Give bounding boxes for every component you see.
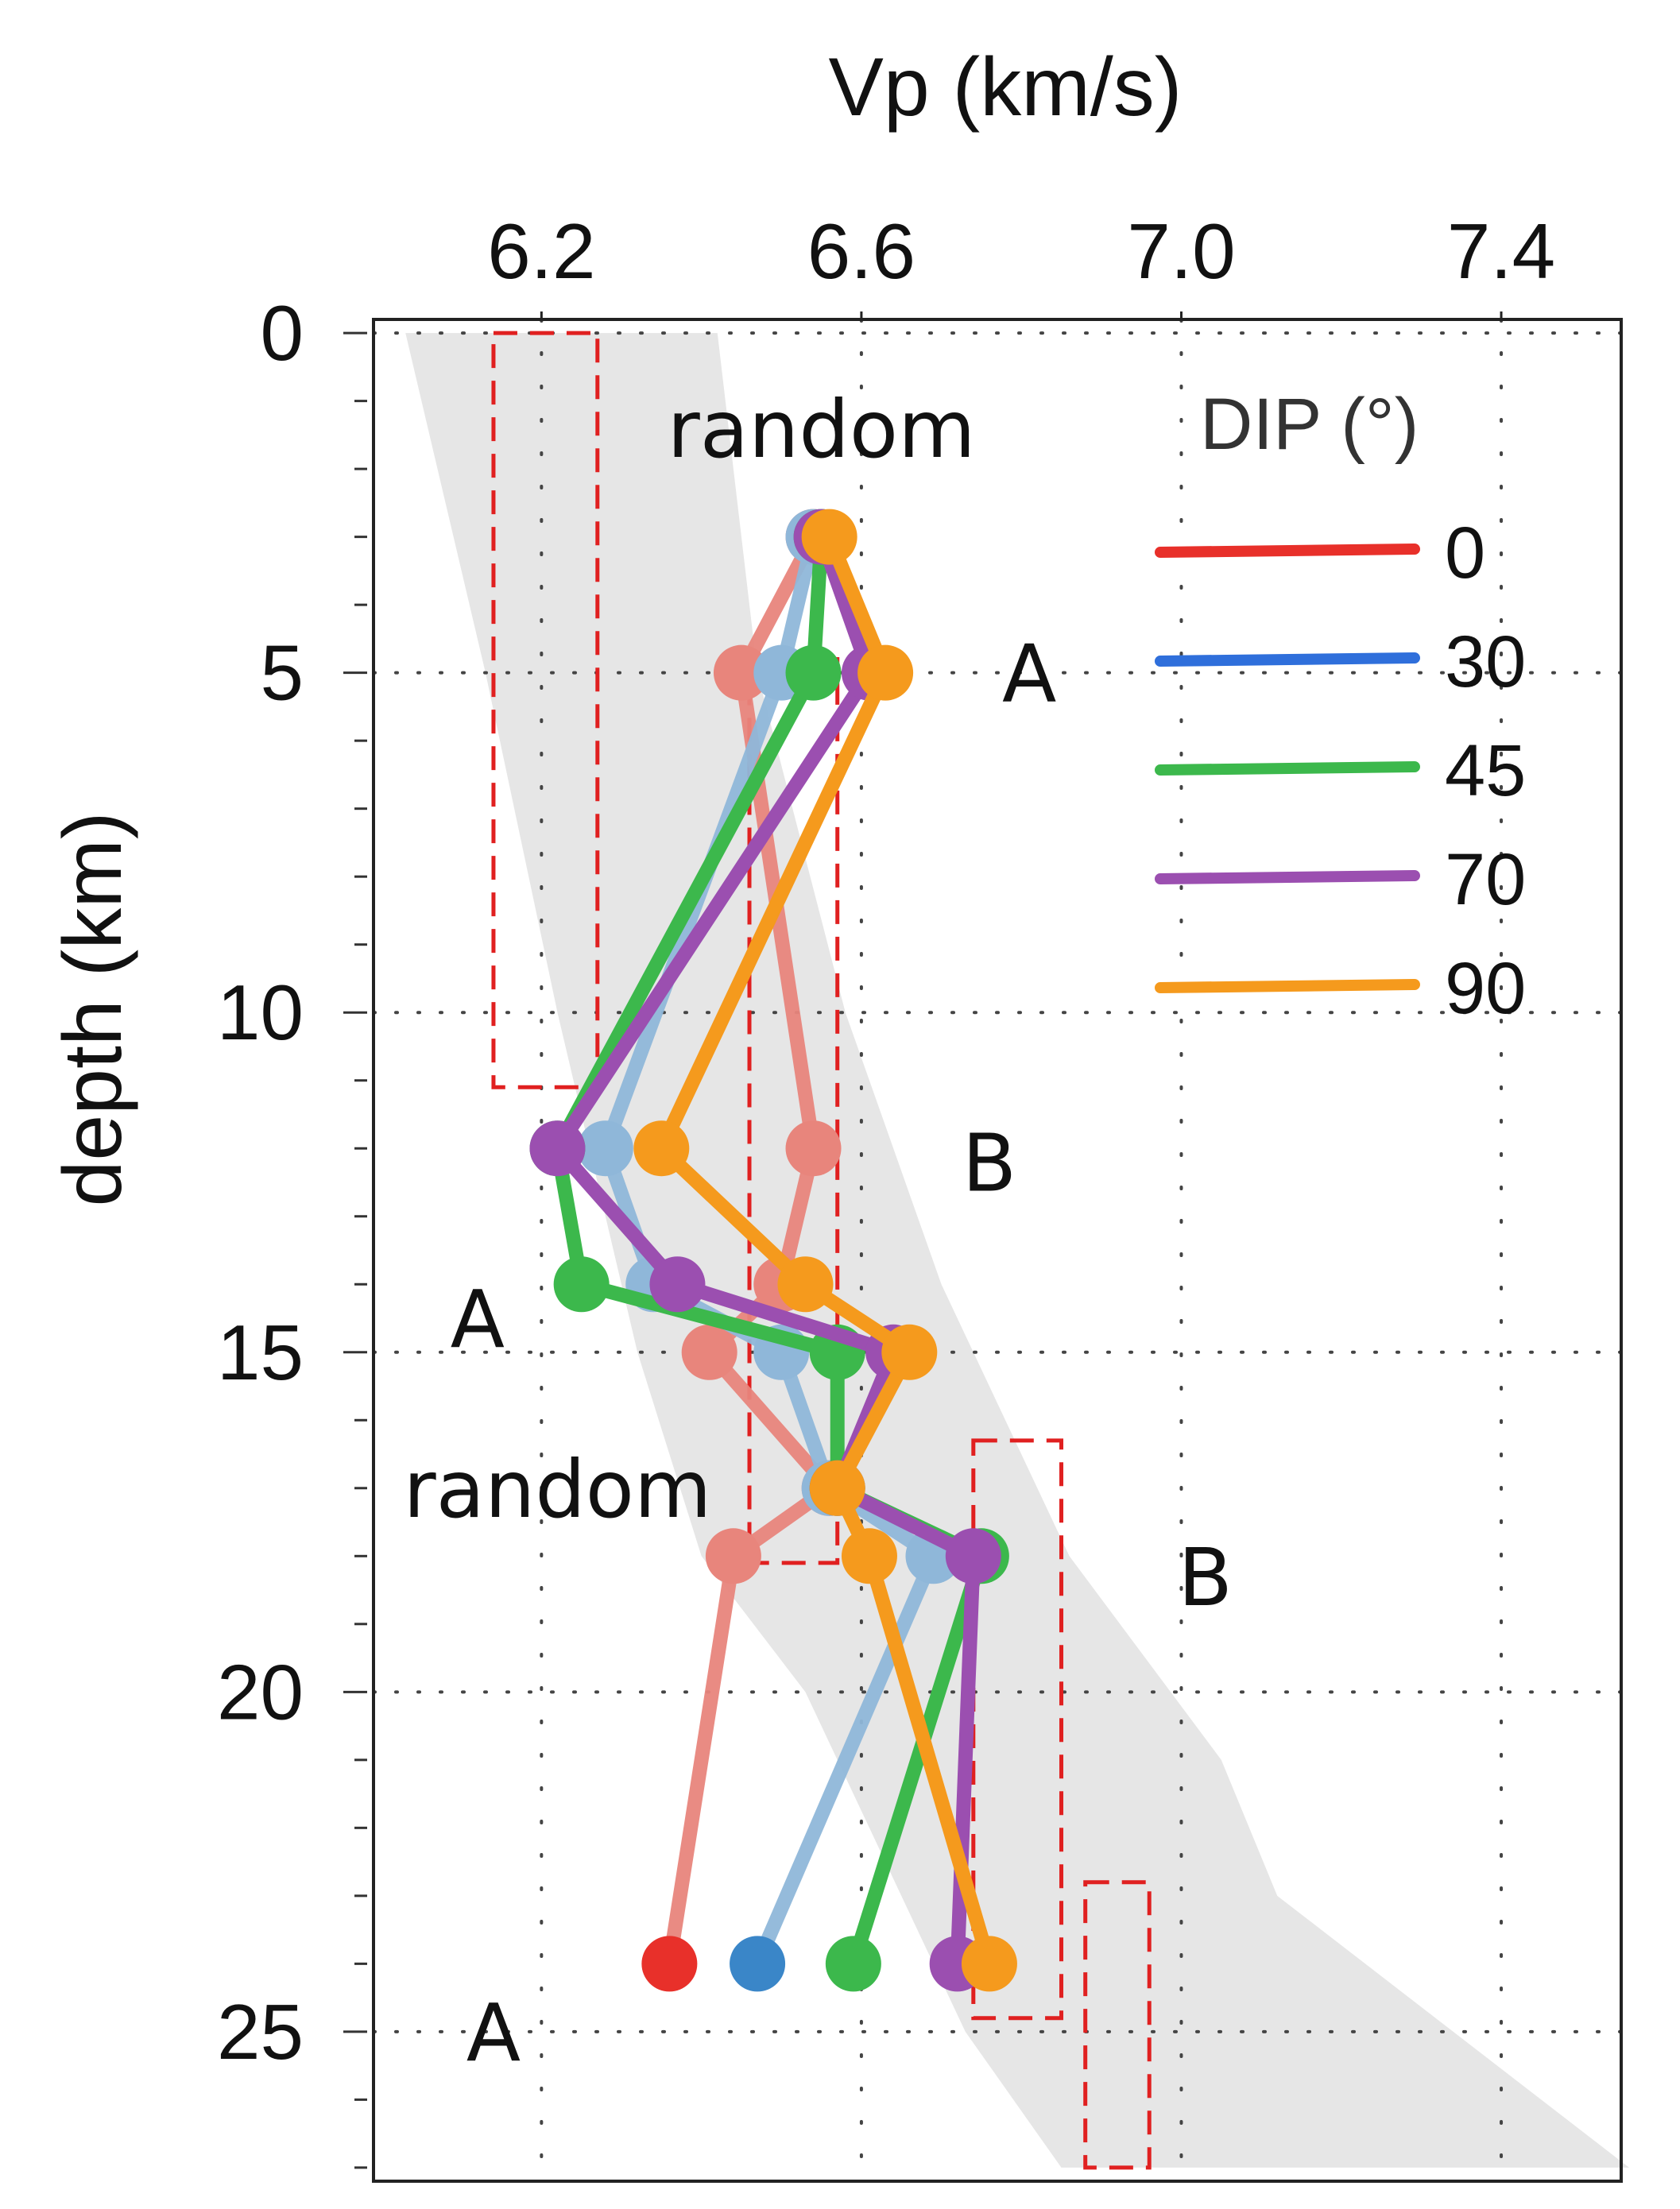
series-45-segment [846, 1549, 989, 1971]
series-90-segment [861, 1549, 997, 1971]
y-tick-label: 25 [217, 1988, 304, 2076]
annotation-B-5: B [1178, 1531, 1233, 1624]
dashed-box-0 [491, 331, 600, 1089]
y-tick-label: 5 [260, 629, 304, 717]
series-0-point [785, 1120, 842, 1177]
series-90-point [961, 1936, 1017, 1992]
x-tick-label: 7.4 [1447, 207, 1555, 295]
x-tick-label: 6.2 [487, 207, 595, 295]
annotation-random-0: random [668, 383, 976, 476]
legend-swatch-90 [1155, 979, 1420, 993]
series-90-segment [654, 1141, 813, 1292]
series-45-point [825, 1936, 881, 1992]
y-tick-label: 10 [217, 969, 304, 1056]
annotation-random-4: random [404, 1443, 712, 1536]
legend-swatch-45 [1155, 761, 1420, 776]
series-70-point [529, 1120, 586, 1177]
series-70-segment [670, 1277, 901, 1360]
series-90-point [841, 1528, 897, 1584]
legend-label-30: 30 [1445, 621, 1526, 702]
series-70-segment [550, 1141, 685, 1292]
series-70-point [649, 1256, 706, 1313]
legend-swatch-30 [1155, 652, 1420, 667]
series-70-segment [550, 665, 877, 1156]
series-0-point [705, 1528, 761, 1584]
series-45-point [785, 644, 842, 701]
series-90-point [809, 1460, 865, 1516]
series-0-point [713, 644, 769, 701]
series-90 [633, 509, 1017, 1992]
annotation-A-6: A [466, 1987, 521, 2079]
series-30-segment [750, 1549, 941, 1971]
series-90-segment [654, 665, 893, 1156]
series-30-point [577, 1120, 633, 1177]
series-30-point [730, 1936, 786, 1992]
grid-layer [372, 318, 1623, 2183]
series-0-segment [662, 1549, 741, 1971]
series-45-segment [550, 665, 821, 1156]
x-tick-label: 7.0 [1127, 207, 1235, 295]
y-tick-label: 15 [217, 1309, 304, 1396]
legend-label-90: 90 [1445, 948, 1526, 1029]
legend-label-70: 70 [1445, 839, 1526, 920]
series-45-point [553, 1256, 610, 1313]
y-tick-label: 20 [217, 1648, 304, 1735]
reference-band [405, 333, 1630, 2168]
series-70-point [945, 1528, 1001, 1584]
plot-frame [372, 318, 1623, 2183]
legend: DIP (°) 0 30 45 70 90 [1155, 384, 1526, 1029]
y-axis-title: depth (km) [47, 811, 139, 1206]
legend-swatch-0 [1155, 544, 1420, 558]
series-45-segment [574, 1277, 845, 1360]
x-tick-label: 6.6 [807, 207, 915, 295]
legend-label-0: 0 [1445, 513, 1485, 594]
series-0-point [641, 1936, 698, 1992]
series-90-point [857, 644, 914, 701]
series-70-segment [950, 1549, 981, 1971]
legend-label-45: 45 [1445, 730, 1526, 811]
series-90-point [777, 1256, 834, 1313]
series-0-segment [702, 1344, 837, 1495]
legend-title: DIP (°) [1200, 384, 1419, 465]
series-90-point [633, 1120, 690, 1177]
series-0-point [681, 1324, 737, 1380]
annotation-B-2: B [962, 1116, 1017, 1209]
axis-layer: 6.2 6.6 7.0 7.4 0 5 10 15 20 25 [217, 207, 1555, 2169]
series-layer [529, 509, 1017, 1992]
annotation-A-1: A [1002, 628, 1056, 721]
legend-swatch-70 [1155, 870, 1420, 884]
series-90-point [801, 509, 857, 565]
reference-band-layer [405, 333, 1630, 2168]
series-90-point [881, 1324, 938, 1380]
y-tick-label: 0 [260, 289, 304, 377]
dashed-box-3 [1083, 1880, 1152, 2170]
x-axis-title: Vp (km/s) [829, 41, 1183, 133]
annotation-A-3: A [451, 1273, 505, 1366]
